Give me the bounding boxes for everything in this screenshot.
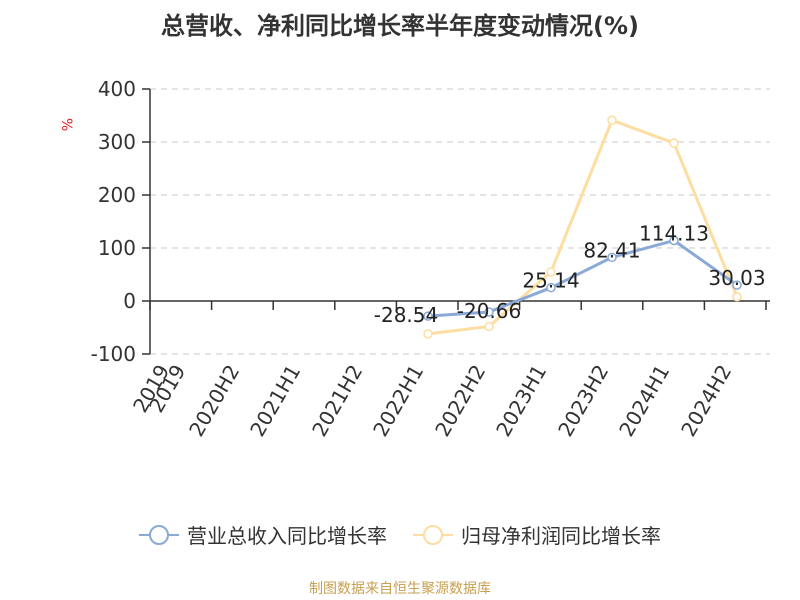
- revenue-data-label: 82.41: [583, 238, 640, 262]
- x-tick-label: 2023H1: [491, 361, 551, 441]
- revenue-data-label: -20.66: [457, 299, 521, 323]
- revenue-point: [423, 311, 433, 321]
- revenue-data-label: 30.03: [708, 266, 765, 290]
- y-tick-label: 400: [98, 77, 136, 101]
- profit-point: [607, 115, 617, 126]
- legend-label-revenue: 营业总收入同比增长率: [187, 524, 387, 548]
- revenue-point: [669, 235, 679, 246]
- y-tick-label: 300: [98, 130, 136, 154]
- legend-label-profit: 归母净利润同比增长率: [461, 524, 661, 548]
- revenue-data-label: 114.13: [639, 222, 709, 246]
- y-tick-label: -100: [91, 342, 136, 366]
- x-tick-label: 2021H2: [307, 361, 367, 441]
- profit-point: [484, 321, 494, 332]
- x-tick-label: 2024H1: [614, 361, 674, 441]
- legend-item-revenue[interactable]: 营业总收入同比增长率: [139, 520, 387, 549]
- profit-point: [669, 138, 679, 148]
- profit-point: [732, 292, 742, 302]
- y-tick-label: 100: [98, 236, 136, 260]
- revenue-line: [427, 239, 738, 318]
- y-tick-label: 0: [123, 289, 136, 313]
- source-note: 制图数据来自恒生聚源数据库: [309, 581, 491, 597]
- profit-point: [546, 267, 556, 277]
- revenue-data-label: 25.14: [522, 269, 579, 293]
- x-tick-label: 2023H2: [553, 361, 613, 441]
- legend-item-profit[interactable]: 归母净利润同比增长率: [413, 520, 661, 549]
- revenue-point: [484, 307, 494, 317]
- x-tick-label: 2022H1: [368, 361, 428, 441]
- profit-line: [427, 118, 739, 336]
- x-tick-label: 2024H2: [676, 361, 736, 441]
- revenue-point: [546, 282, 556, 293]
- revenue-point: [732, 280, 742, 290]
- revenue-data-label: -28.54: [374, 303, 438, 327]
- legend-marker-revenue: [139, 524, 179, 545]
- legend-marker-profit: [413, 524, 453, 545]
- x-tick-label: 2022H2: [430, 361, 490, 441]
- x-tick-label: 2021H1: [245, 361, 305, 441]
- profit-point: [423, 329, 433, 339]
- legend: 营业总收入同比增长率 归母净利润同比增长率: [0, 520, 800, 549]
- revenue-point: [607, 252, 617, 263]
- x-tick-label: 2020H2: [184, 361, 244, 441]
- chart-title: 总营收、净利同比增长率半年度变动情况(%): [161, 12, 639, 40]
- y-tick-label: 200: [98, 183, 136, 207]
